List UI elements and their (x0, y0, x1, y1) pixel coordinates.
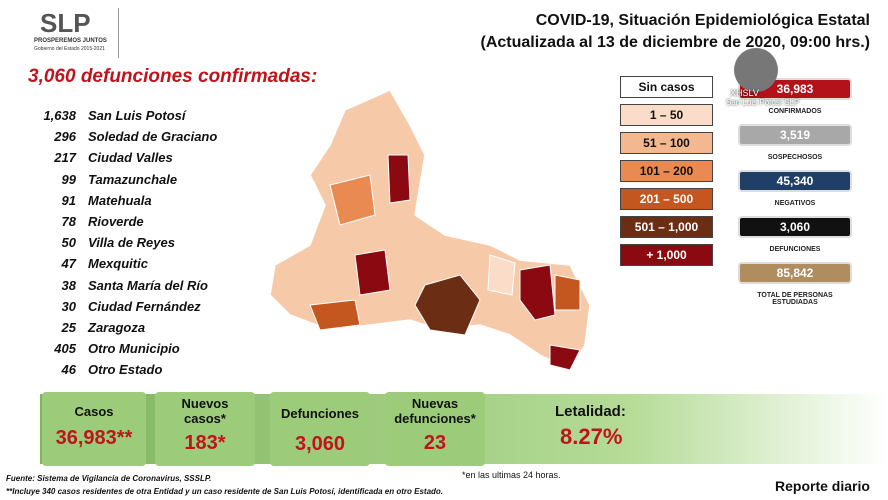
municipality-name: Santa María del Río (88, 277, 208, 293)
card-value: 183* (184, 432, 226, 454)
municipality (354, 249, 391, 296)
municipality-name: Soledad de Graciano (88, 129, 218, 145)
stat-label: TOTAL DE PERSONAS ESTUDIADAS (757, 292, 833, 306)
card-value: 36,983** (55, 427, 133, 449)
death-count: 1,638 (43, 108, 76, 123)
stat-value: 3,060 (738, 216, 852, 238)
stat-label: CONFIRMADOS (768, 108, 822, 115)
map (269, 89, 591, 371)
summary-card: Defunciones 3,060 (270, 392, 370, 466)
motto: PROSPEREMOS JUNTOS (34, 38, 107, 44)
stat-label: DEFUNCIONES (769, 246, 821, 253)
channel-logo (734, 48, 778, 92)
legend-item: 101 – 200 (620, 160, 713, 182)
channel-place: San Luis Potosí SLP (726, 98, 800, 107)
death-count: 30 (61, 298, 76, 314)
municipality (414, 274, 481, 336)
deaths-title: 3,060 defunciones confirmadas: (28, 66, 318, 87)
title: COVID-19, Situación Epidemiológica Estat… (535, 12, 870, 29)
report-label: Reporte diario (775, 478, 870, 494)
lethality-value: 8.27% (560, 424, 623, 449)
summary-card: Nuevas defunciones* 23 (385, 392, 485, 466)
municipality-name: Rioverde (88, 214, 144, 229)
summary-card: Casos 36,983** (42, 392, 146, 466)
card-label: Nuevos casos* (181, 396, 229, 426)
logo: SLP (40, 8, 91, 38)
municipality-name: Tamazunchale (88, 171, 178, 187)
municipality (554, 274, 581, 311)
subtitle: (Actualizada al 13 de diciembre de 2020,… (480, 34, 870, 51)
death-count: 99 (61, 171, 76, 187)
municipality (387, 154, 411, 204)
death-count: 25 (61, 320, 76, 335)
stat-label: NEGATIVOS (774, 200, 816, 207)
legend-item: 201 – 500 (620, 188, 713, 210)
footer-note: *en las ultimas 24 horas. (462, 470, 561, 480)
card-label: Nuevas defunciones* (394, 396, 476, 426)
death-count: 50 (61, 235, 76, 251)
municipality-name: Otro Estado (88, 362, 163, 378)
card-value: 3,060 (294, 433, 346, 455)
divider (118, 8, 119, 58)
municipality-name: Ciudad Valles (88, 150, 173, 166)
card-value: 23 (423, 432, 447, 454)
death-count: 91 (61, 192, 76, 208)
death-count: 217 (54, 150, 76, 166)
legend-item: Sin casos (620, 76, 713, 98)
legend-item: 1 – 50 (620, 104, 713, 126)
death-count: 38 (61, 277, 76, 293)
summary-card: Nuevos casos* 183* (155, 392, 255, 466)
municipality (487, 254, 516, 296)
municipality (519, 264, 556, 321)
legend-item: 51 – 100 (620, 132, 713, 154)
death-count: 46 (61, 362, 76, 378)
municipality-name: Villa de Reyes (88, 235, 175, 251)
death-count: 296 (54, 129, 76, 145)
municipality-name: San Luis Potosí (88, 108, 186, 123)
lethality-label: Letalidad: (555, 403, 626, 420)
legend-item: + 1,000 (620, 244, 713, 266)
channel: XHSLV (730, 88, 759, 98)
death-count: 47 (61, 256, 76, 272)
stat-value: 85,842 (738, 262, 852, 284)
state (269, 89, 591, 371)
death-count: 78 (61, 214, 76, 229)
government: Gobierno del Estado 2015-2021 (34, 46, 105, 52)
legend-item: 501 – 1,000 (620, 216, 713, 238)
municipality-name: Matehuala (88, 192, 152, 208)
municipality-name: Otro Municipio (88, 341, 180, 357)
stat-value: 45,340 (738, 170, 852, 192)
municipality-name: Zaragoza (88, 320, 146, 335)
source: Fuente: Sistema de Vigilancia de Coronav… (6, 474, 212, 483)
death-count: 405 (54, 341, 76, 357)
municipality (549, 344, 581, 371)
footnote: **Incluye 340 casos residentes de otra E… (6, 487, 444, 496)
stat-value: 3,519 (738, 124, 852, 146)
municipality (309, 299, 361, 331)
municipality-name: Mexquitic (88, 256, 148, 272)
card-label: Casos (74, 404, 114, 419)
stat-label: SOSPECHOSOS (767, 154, 823, 161)
municipality (329, 174, 376, 226)
card-label: Defunciones (280, 406, 359, 421)
municipality-name: Ciudad Fernández (88, 298, 201, 314)
